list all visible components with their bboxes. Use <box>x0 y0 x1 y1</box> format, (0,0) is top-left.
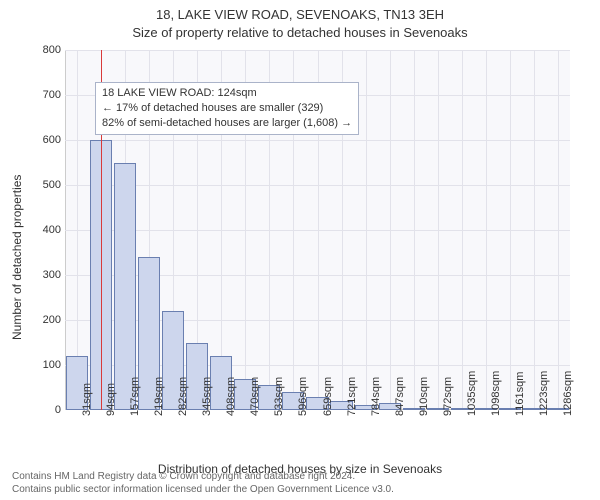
x-tick-label: 345sqm <box>201 377 213 416</box>
x-tick-label: 847sqm <box>394 377 406 416</box>
y-tick-label: 500 <box>21 179 61 191</box>
x-tick-label: 157sqm <box>129 377 141 416</box>
y-tick-label: 400 <box>21 224 61 236</box>
gridline-vertical <box>414 50 415 410</box>
gridline-vertical <box>390 50 391 410</box>
y-tick-label: 200 <box>21 314 61 326</box>
y-tick-label: 100 <box>21 359 61 371</box>
x-tick-label: 94sqm <box>105 383 117 416</box>
y-tick-label: 600 <box>21 134 61 146</box>
x-tick-label: 470sqm <box>249 377 261 416</box>
plot-area: 18 LAKE VIEW ROAD: 124sqm ← 17% of detac… <box>65 50 570 410</box>
gridline-vertical <box>534 50 535 410</box>
x-tick-label: 1035sqm <box>466 371 478 416</box>
x-tick-label: 408sqm <box>225 377 237 416</box>
annotation-line-1: 18 LAKE VIEW ROAD: 124sqm <box>102 86 352 101</box>
x-tick-label: 1098sqm <box>490 371 502 416</box>
title-line-2: Size of property relative to detached ho… <box>0 24 600 42</box>
annotation-line-2: ← 17% of detached houses are smaller (32… <box>102 101 352 116</box>
footer-line-2: Contains public sector information licen… <box>12 483 394 496</box>
footer-line-1: Contains HM Land Registry data © Crown c… <box>12 470 394 483</box>
x-tick-label: 219sqm <box>153 377 165 416</box>
x-tick-label: 1223sqm <box>538 371 550 416</box>
y-tick-label: 0 <box>21 404 61 416</box>
x-tick-label: 596sqm <box>297 377 309 416</box>
y-tick-label: 800 <box>21 44 61 56</box>
x-tick-label: 282sqm <box>177 377 189 416</box>
x-tick-label: 784sqm <box>370 377 382 416</box>
x-tick-label: 1161sqm <box>514 372 526 416</box>
annotation-box: 18 LAKE VIEW ROAD: 124sqm ← 17% of detac… <box>95 82 359 135</box>
gridline-vertical <box>462 50 463 410</box>
gridline-vertical <box>438 50 439 410</box>
gridline-vertical <box>510 50 511 410</box>
x-tick-label: 533sqm <box>273 377 285 416</box>
gridline-vertical <box>558 50 559 410</box>
page-title: 18, LAKE VIEW ROAD, SEVENOAKS, TN13 3EH … <box>0 0 600 42</box>
chart-container: { "title_line1": "18, LAKE VIEW ROAD, SE… <box>0 0 600 500</box>
x-tick-label: 1286sqm <box>562 371 574 416</box>
x-tick-label: 721sqm <box>346 377 358 416</box>
x-tick-label: 31sqm <box>81 383 93 416</box>
y-tick-label: 300 <box>21 269 61 281</box>
annotation-line-3: 82% of semi-detached houses are larger (… <box>102 116 352 131</box>
footer-attribution: Contains HM Land Registry data © Crown c… <box>12 470 394 496</box>
title-line-1: 18, LAKE VIEW ROAD, SEVENOAKS, TN13 3EH <box>0 6 600 24</box>
y-tick-label: 700 <box>21 89 61 101</box>
x-tick-label: 910sqm <box>418 377 430 416</box>
gridline-vertical <box>486 50 487 410</box>
x-tick-label: 972sqm <box>442 377 454 416</box>
x-tick-label: 659sqm <box>322 377 334 416</box>
gridline-vertical <box>366 50 367 410</box>
histogram-bar <box>114 163 136 411</box>
